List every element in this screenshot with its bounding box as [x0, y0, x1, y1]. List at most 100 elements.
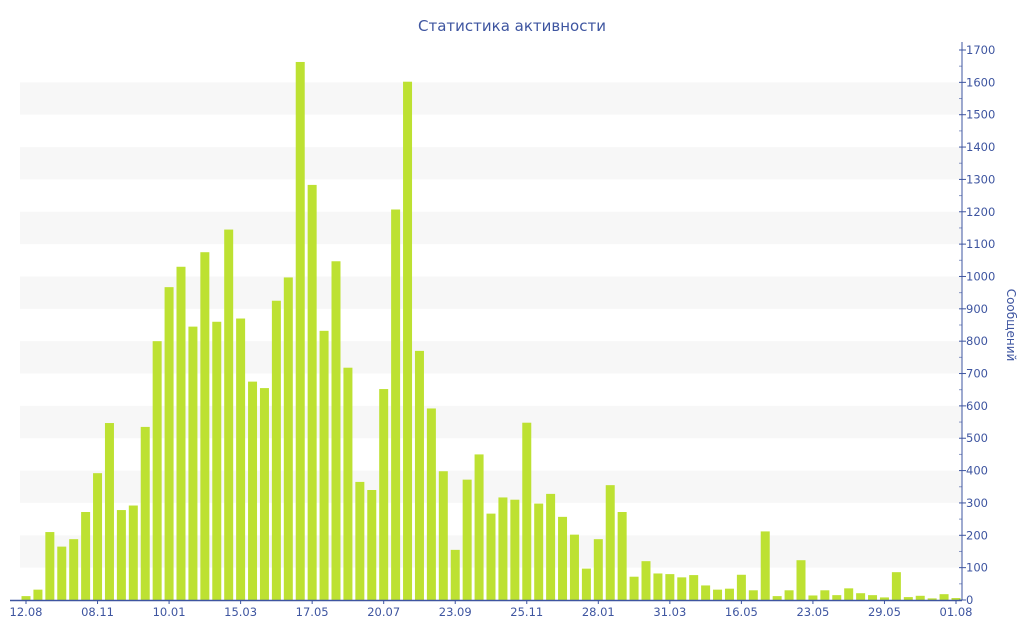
y-tick-label: 1200 [966, 205, 995, 219]
bar [736, 574, 746, 600]
y-tick-label: 200 [966, 528, 988, 542]
x-tick-label: 12.08 [10, 605, 43, 619]
bar [879, 597, 889, 600]
bar [104, 423, 114, 600]
bar [343, 367, 353, 600]
bar [939, 594, 949, 600]
bars [21, 61, 961, 601]
grid-band [20, 211, 962, 245]
y-tick-label: 1000 [966, 269, 995, 283]
bar [283, 277, 293, 600]
x-tick-label: 28.01 [582, 605, 615, 619]
bar [510, 499, 520, 600]
x-tick-label: 17.05 [296, 605, 329, 619]
bar [724, 588, 734, 600]
x-tick-label: 08.11 [81, 605, 114, 619]
bar [462, 479, 472, 600]
bar [355, 481, 365, 600]
bar [236, 318, 246, 600]
bar [689, 575, 699, 600]
bar [641, 561, 651, 600]
y-tick-label: 800 [966, 334, 988, 348]
bar [438, 471, 448, 600]
y-tick-label: 400 [966, 464, 988, 478]
bar [224, 229, 234, 600]
bar [248, 381, 258, 600]
bar [701, 585, 711, 600]
bar [629, 576, 639, 600]
bar [319, 330, 329, 600]
bar [927, 598, 937, 600]
bar [200, 252, 210, 601]
bar [426, 408, 436, 600]
y-tick-label: 1100 [966, 237, 995, 251]
bar [868, 595, 878, 600]
bar [391, 209, 401, 600]
x-tick-label: 29.05 [868, 605, 901, 619]
bar [844, 588, 854, 600]
bar [295, 61, 305, 601]
bar [522, 422, 532, 600]
bar [784, 590, 794, 600]
y-tick-label: 0 [966, 593, 973, 607]
bar [891, 572, 901, 600]
bar [414, 350, 424, 600]
y-tick-label: 600 [966, 399, 988, 413]
bar [57, 546, 67, 600]
bar [546, 493, 556, 600]
x-tick-label: 16.05 [725, 605, 758, 619]
bar [450, 549, 460, 600]
bar [379, 389, 389, 600]
bar [45, 532, 55, 600]
bar [188, 326, 198, 600]
bar [69, 539, 79, 600]
bar [903, 597, 913, 600]
grid-band [20, 276, 962, 309]
chart-title: Статистика активности [418, 17, 606, 35]
bar [558, 516, 568, 600]
y-tick-label: 1300 [966, 172, 995, 186]
x-tick-label: 15.03 [224, 605, 257, 619]
bar [569, 534, 579, 600]
bar [259, 388, 269, 600]
bar [951, 598, 961, 600]
bar [212, 321, 222, 600]
bar [665, 574, 675, 600]
bar [593, 539, 603, 600]
bar [164, 287, 174, 600]
bar [33, 589, 43, 600]
y-tick-label: 500 [966, 431, 988, 445]
y-tick-label: 1600 [966, 75, 995, 89]
bar [915, 595, 925, 600]
bar [605, 485, 615, 600]
bar [81, 512, 91, 600]
bar [581, 568, 591, 600]
bar [653, 573, 663, 600]
x-tick-label: 31.03 [653, 605, 686, 619]
bar [176, 266, 186, 600]
x-tick-label: 25.11 [510, 605, 543, 619]
bar [152, 341, 162, 600]
bar [21, 596, 31, 600]
bar [367, 490, 377, 600]
bar [128, 505, 138, 600]
bar [713, 589, 723, 600]
bar [534, 503, 544, 600]
bar [307, 184, 317, 601]
bar [93, 473, 103, 600]
y-tick-label: 900 [966, 302, 988, 316]
bar [116, 510, 126, 600]
bar [760, 531, 770, 600]
bar [808, 595, 818, 600]
bar [748, 590, 758, 600]
bar [474, 454, 484, 600]
bar [677, 577, 687, 600]
y-tick-label: 1400 [966, 140, 995, 154]
x-tick-label: 23.05 [796, 605, 829, 619]
x-tick-label: 20.07 [367, 605, 400, 619]
y-axis-title: Сообщений [1004, 289, 1018, 362]
bar [856, 593, 866, 600]
y-tick-label: 700 [966, 367, 988, 381]
bar [403, 81, 413, 601]
